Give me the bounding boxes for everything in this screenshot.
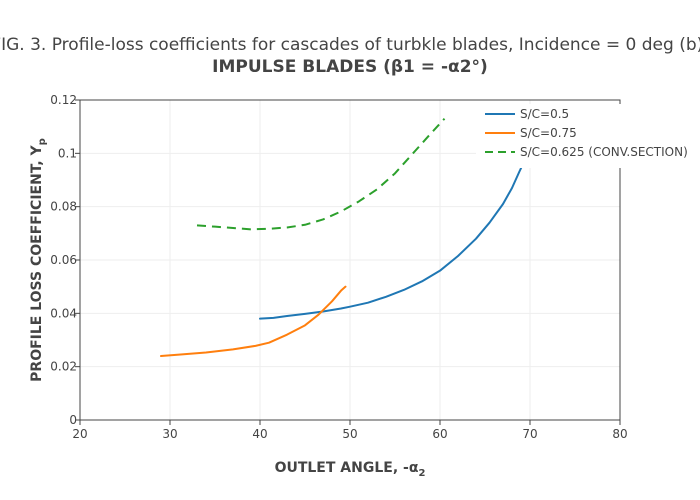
x-axis-ticks: 20 30 40 50 60 70 80: [72, 420, 628, 441]
y-tick-label: 0.12: [50, 93, 77, 107]
y-tick-label: 0.08: [50, 200, 77, 214]
x-tick-label: 80: [612, 427, 627, 441]
x-tick-label: 30: [162, 427, 177, 441]
legend-label-1: S/C=0.5: [520, 107, 569, 121]
series-lines: [160, 117, 531, 357]
x-axis-title-subscript: 2: [418, 468, 425, 479]
series-line-3: [196, 117, 446, 231]
y-tick-label: 0.04: [50, 306, 77, 320]
x-tick-label: 50: [342, 427, 357, 441]
chart-title: FIG. 3. Profile-loss coefficients for ca…: [0, 35, 700, 55]
legend: S/C=0.5 S/C=0.75 S/C=0.625 (CONV.SECTION): [476, 104, 688, 168]
x-tick-label: 70: [522, 427, 537, 441]
y-tick-label: 0.1: [58, 146, 77, 160]
x-tick-label: 60: [432, 427, 447, 441]
chart-subtitle: IMPULSE BLADES (β1 = -α2°): [212, 57, 488, 77]
x-tick-label: 40: [252, 427, 267, 441]
series-line-1: [259, 152, 531, 320]
legend-label-3: S/C=0.625 (CONV.SECTION): [520, 145, 688, 159]
y-tick-label: 0: [69, 413, 77, 427]
y-axis-ticks: 0 0.02 0.04 0.06 0.08 0.1 0.12: [50, 93, 80, 427]
y-axis-title-main: PROFILE LOSS COEFFICIENT, Y: [29, 144, 45, 381]
x-axis-title-main: OUTLET ANGLE, -α: [275, 460, 419, 476]
y-axis-title-subscript: p: [37, 138, 48, 145]
series-line-2: [160, 285, 347, 357]
x-tick-label: 20: [72, 427, 87, 441]
y-tick-label: 0.06: [50, 253, 77, 267]
legend-label-2: S/C=0.75: [520, 126, 577, 140]
x-axis-title: OUTLET ANGLE, -α2: [275, 460, 426, 479]
y-tick-label: 0.02: [50, 360, 77, 374]
y-axis-title: PROFILE LOSS COEFFICIENT, Yp: [29, 138, 48, 382]
